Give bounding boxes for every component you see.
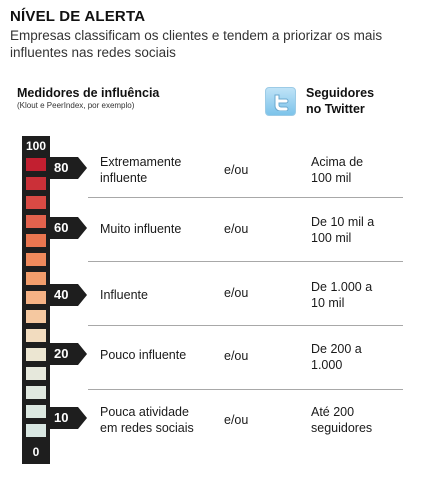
meter-cell [26, 272, 46, 285]
row-description-line1: Extremamente [100, 155, 182, 169]
row-description: Muito influente [100, 221, 220, 237]
level-badge-10: 10 [50, 407, 87, 429]
row-divider [88, 261, 403, 262]
row-twitter-line1: Até 200 [311, 405, 355, 419]
level-badge-60: 60 [50, 217, 87, 239]
level-badge-80: 80 [50, 157, 87, 179]
page-subtitle: Empresas classificam os clientes e tende… [10, 28, 383, 60]
row-twitter-line2: 10 mil [311, 296, 345, 310]
meter-cell [26, 196, 46, 209]
meter-cell [26, 348, 46, 361]
row-description: Influente [100, 287, 220, 303]
row-description-line1: Muito influente [100, 222, 182, 236]
row-twitter-range: Acima de 100 mil [311, 154, 411, 186]
meter-cell [26, 234, 46, 247]
meter-cell [26, 310, 46, 323]
row-divider [88, 389, 403, 390]
row-twitter-line2: 100 mil [311, 171, 352, 185]
row-divider [88, 325, 403, 326]
row-description-line1: Pouco influente [100, 348, 187, 362]
row-twitter-line2: seguidores [311, 421, 373, 435]
meter-cell [26, 253, 46, 266]
level-badge-40: 40 [50, 284, 87, 306]
meter-cell [26, 177, 46, 190]
level-badge-20: 20 [50, 343, 87, 365]
meter-cell [26, 158, 46, 171]
row-twitter-line1: De 10 mil a [311, 215, 375, 229]
row-description: Extremamente influente [100, 154, 220, 186]
meter-cell [26, 215, 46, 228]
row-connector: e/ou [224, 163, 249, 177]
row-description-line2: em redes sociais [100, 421, 194, 435]
row-description-line1: Influente [100, 288, 148, 302]
twitter-heading-line1: Seguidores [306, 86, 375, 100]
row-connector: e/ou [224, 349, 249, 363]
meter-cell [26, 329, 46, 342]
row-twitter-range: De 1.000 a 10 mil [311, 279, 411, 311]
meter-note: (Klout e PeerIndex, por exemplo) [17, 101, 135, 110]
row-twitter-line1: De 1.000 a [311, 280, 373, 294]
twitter-bird-icon [265, 87, 296, 116]
row-divider [88, 197, 403, 198]
row-twitter-line1: De 200 a [311, 342, 362, 356]
row-connector: e/ou [224, 222, 249, 236]
row-twitter-line1: Acima de [311, 155, 364, 169]
meter-max-label: 100 [25, 139, 47, 153]
row-twitter-line2: 100 mil [311, 231, 352, 245]
meter-cell [26, 367, 46, 380]
twitter-heading-line2: no Twitter [306, 102, 365, 116]
row-twitter-line2: 1.000 [311, 358, 343, 372]
meter-heading: Medidores de influência [17, 86, 160, 100]
page-title: NÍVEL DE ALERTA [10, 8, 146, 25]
row-twitter-range: De 200 a 1.000 [311, 341, 411, 373]
row-connector: e/ou [224, 413, 249, 427]
twitter-heading: Seguidores no Twitter [306, 85, 374, 117]
row-twitter-range: Até 200 seguidores [311, 404, 411, 436]
row-description: Pouca atividade em redes sociais [100, 404, 220, 436]
meter-cell [26, 424, 46, 437]
meter-cell [26, 405, 46, 418]
row-connector: e/ou [224, 286, 249, 300]
row-twitter-range: De 10 mil a 100 mil [311, 214, 411, 246]
meter-min-label: 0 [32, 445, 40, 459]
meter-cell [26, 291, 46, 304]
row-description-line1: Pouca atividade [100, 405, 189, 419]
meter-cell [26, 386, 46, 399]
row-description: Pouco influente [100, 347, 220, 363]
row-description-line2: influente [100, 171, 148, 185]
